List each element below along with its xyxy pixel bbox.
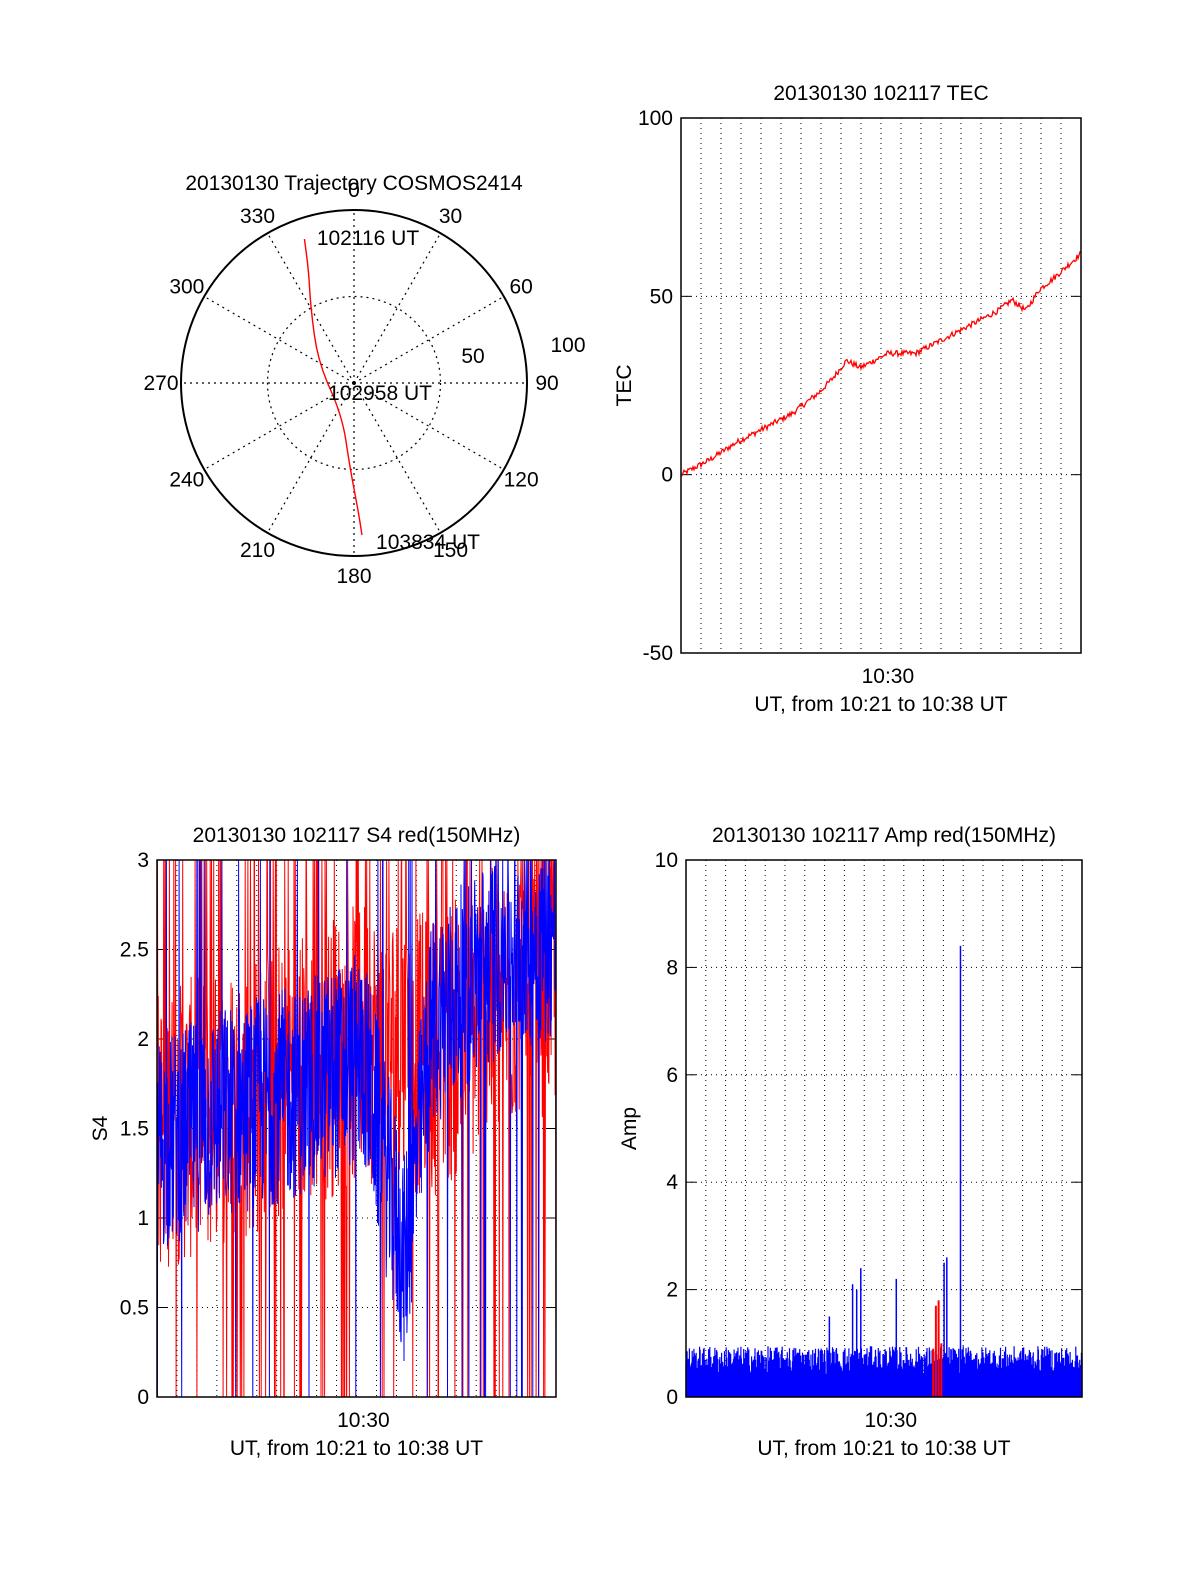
polar-annotation-middle: 102958 UT [328,382,432,405]
polar-angle-label-60: 60 [509,276,532,299]
s4-plot: 0 0.5 1 1.5 2 2.5 3 10:30 20130130 102117 S4 red… [89,824,557,1460]
amp-ylabel: Amp [618,1107,641,1150]
polar-angle-label-0: 0 [348,179,360,202]
tec-xtick-label: 10:30 [862,665,915,688]
amp-ytick-label: 2 [666,1279,678,1302]
s4-title: 20130130 102117 S4 red(150MHz) [193,824,521,847]
tec-xlabel: UT, from 10:21 to 10:38 UT [754,693,1007,716]
tec-title: 20130130 102117 TEC [773,82,988,105]
polar-spoke-150 [353,382,442,534]
polar-spoke-240 [203,382,355,471]
polar-angle-label-180: 180 [336,565,371,588]
tec-series-line [680,251,1082,477]
polar-outer-circle [180,209,528,557]
amp-ytick-label: 6 [666,1064,678,1087]
amp-title: 20130130 102117 Amp red(150MHz) [712,824,1056,847]
s4-series-blue [156,859,557,1398]
polar-spoke-120 [353,382,505,471]
s4-ytick-label: 1 [137,1207,149,1230]
amp-plot: 0 2 4 6 8 10 10:30 20130130 102117 Amp red(150M… [618,824,1083,1460]
polar-angle-label-150: 150 [433,539,468,562]
tec-ytick-label: 0 [661,464,673,487]
polar-spoke-30 [353,232,442,384]
polar-radius-label-50: 50 [461,345,484,368]
tec-ylabel: TEC [613,365,636,407]
polar-angle-label-120: 120 [504,469,539,492]
polar-spoke-210 [266,382,355,534]
polar-angle-label-300: 300 [169,276,204,299]
amp-series-blue-base [685,1346,1083,1397]
tec-plot: -50 0 50 100 10:30 20130130 102117 TEC UT, fro… [613,82,1082,716]
polar-angle-label-270: 270 [143,372,178,395]
s4-xlabel: UT, from 10:21 to 10:38 UT [230,1437,483,1460]
polar-radius-label-100: 100 [550,334,585,357]
amp-xtick-label: 10:30 [865,1409,918,1432]
polar-angle-label-30: 30 [439,205,462,228]
amp-ytick-label: 10 [655,849,678,872]
polar-annotation-start: 102116 UT [317,227,420,250]
polar-title: 20130130 Trajectory COSMOS2414 [185,172,523,195]
polar-annotation-end: 103834 UT [376,531,480,554]
polar-angle-label-240: 240 [169,469,204,492]
s4-ytick-label: 3 [137,849,149,872]
amp-xlabel: UT, from 10:21 to 10:38 UT [757,1437,1010,1460]
amp-ytick-label: 8 [666,956,678,979]
s4-xtick-label: 10:30 [337,1409,390,1432]
amp-frame [685,859,1083,1398]
polar-angle-label-210: 210 [240,539,275,562]
s4-ylabel: S4 [89,1115,112,1141]
s4-ytick-label: 0.5 [120,1297,149,1320]
s4-ytick-label: 0 [137,1386,149,1409]
tec-ytick-label: 50 [650,285,673,308]
polar-inner-circle [266,295,442,471]
polar-angle-label-330: 330 [240,205,275,228]
polar-spoke-300 [203,295,355,384]
s4-frame [156,859,557,1398]
polar-spoke-60 [353,295,505,384]
tec-ytick-label: -50 [643,642,673,665]
s4-ytick-label: 2 [137,1028,149,1051]
polar-angle-label-90: 90 [535,372,558,395]
polar-trajectory-line [303,238,363,536]
amp-ytick-label: 4 [666,1171,678,1194]
tec-frame [680,117,1082,654]
amp-ytick-label: 0 [666,1386,678,1409]
s4-ytick-label: 2.5 [120,939,149,962]
polar-spoke-330 [266,232,355,384]
tec-ytick-label: 100 [638,107,673,130]
s4-ytick-label: 1.5 [120,1118,149,1141]
